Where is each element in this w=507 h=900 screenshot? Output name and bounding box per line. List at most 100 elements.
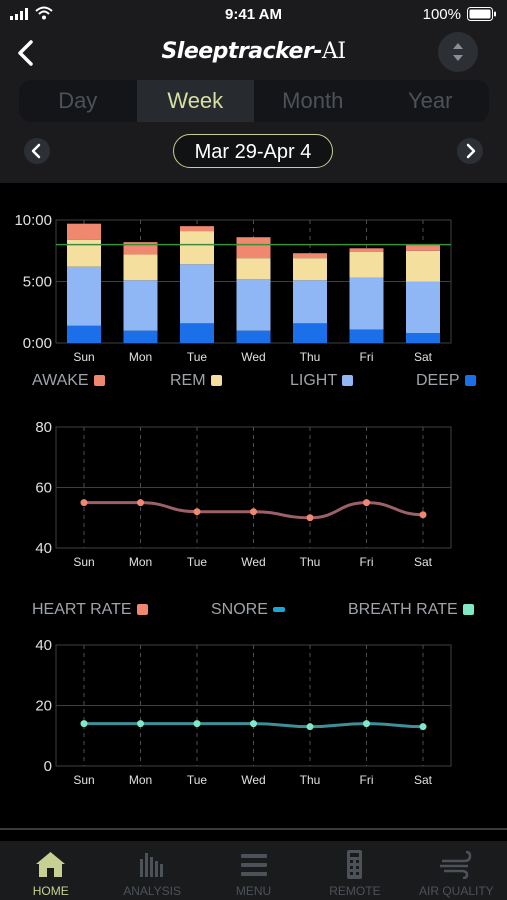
app-title: Sleeptracker-AI (0, 39, 507, 64)
tab-remote-label: REMOTE (329, 884, 381, 898)
tab-menu[interactable]: MENU (203, 841, 304, 900)
heart-rate-point-sun (80, 499, 88, 507)
x-tick-thu: Thu (300, 350, 321, 364)
menu-icon (240, 854, 267, 876)
battery-icon (467, 7, 496, 21)
y-tick-80: 80 (35, 419, 52, 436)
x-tick-sat: Sat (414, 773, 433, 787)
x-tick-mon: Mon (129, 773, 152, 787)
status-bar: 9:41 AM 100% (0, 0, 507, 28)
legend-light-swatch (342, 375, 354, 386)
bar-awake-sat (406, 244, 440, 251)
bar-awake-wed (236, 237, 271, 259)
bar-deep-thu (293, 323, 327, 343)
x-tick-thu: Thu (300, 555, 321, 569)
tab-month[interactable]: Month (282, 88, 344, 113)
sort-toggle-button[interactable] (438, 32, 478, 72)
tab-home[interactable]: HOME (0, 841, 101, 900)
legend-heart-rate-label: HEART RATE (32, 601, 132, 618)
period-segmented-control: Day Week Month Year (19, 80, 489, 122)
heart-rate-point-wed (250, 508, 257, 516)
legend-light-label: LIGHT (290, 372, 338, 389)
x-tick-fri: Fri (360, 773, 374, 787)
battery-percentage: 100% (422, 6, 461, 23)
legend-snore-swatch (272, 607, 285, 612)
previous-week-button[interactable] (24, 138, 50, 164)
y-tick-10-00: 10:00 (14, 212, 52, 229)
x-tick-tue: Tue (187, 555, 208, 569)
legend-heart-rate: HEART RATE (32, 601, 148, 619)
tab-air-quality-label: AIR QUALITY (418, 884, 494, 898)
bar-deep-tue (180, 323, 214, 343)
home-icon (36, 852, 65, 877)
tab-remote[interactable]: REMOTE (304, 841, 405, 900)
tab-air-quality[interactable]: AIR QUALITY (406, 841, 507, 900)
chevron-left-icon (31, 143, 41, 159)
app-title-suffix: AI (321, 39, 346, 64)
bar-rem-wed (236, 258, 271, 280)
wind-icon (439, 850, 471, 879)
breath-rate-point-fri (363, 720, 370, 728)
tab-year[interactable]: Year (408, 88, 453, 113)
bar-awake-fri (349, 248, 384, 252)
legend-deep-label: DEEP (416, 372, 460, 389)
x-tick-sat: Sat (414, 350, 433, 364)
tab-analysis[interactable]: ANALYSIS (101, 841, 202, 900)
x-tick-mon: Mon (129, 555, 152, 569)
legend-rem-label: REM (170, 372, 206, 389)
bar-awake-sun (67, 223, 101, 240)
breath-rate-point-sun (80, 720, 88, 728)
y-tick-40: 40 (35, 540, 52, 557)
back-button[interactable] (12, 38, 42, 68)
x-tick-wed: Wed (241, 555, 265, 569)
bar-awake-thu (293, 253, 327, 259)
next-week-button[interactable] (457, 138, 483, 164)
legend-awake-swatch (93, 375, 105, 386)
chevron-right-icon (466, 143, 476, 159)
legend-awake-label: AWAKE (32, 372, 89, 389)
cellular-signal-icon (10, 8, 28, 20)
legend-snore-label: SNORE (211, 601, 268, 618)
x-tick-fri: Fri (360, 555, 374, 569)
app-title-dash: - (313, 39, 322, 64)
y-tick-40: 40 (35, 637, 52, 654)
tab-menu-label: MENU (235, 884, 272, 898)
heart-rate-point-fri (363, 499, 370, 507)
wifi-icon (35, 6, 53, 20)
tab-day[interactable]: Day (58, 88, 98, 113)
legend-deep: DEEP (416, 372, 476, 390)
legend-rem: REM (170, 372, 222, 390)
bar-light-fri (349, 277, 384, 330)
tab-week[interactable]: Week (136, 80, 254, 122)
legend-awake: AWAKE (32, 372, 105, 390)
x-tick-wed: Wed (241, 773, 265, 787)
bar-light-tue (180, 264, 214, 324)
breath-rate-chart: 0 20 40 Sun Mon Tue Wed Thu Fri Sat (35, 637, 452, 787)
legend-breath-rate: BREATH RATE (348, 601, 474, 619)
x-tick-sun: Sun (73, 773, 94, 787)
sleep-stages-chart: 0:00 5:00 10:00 Sun Mon Tue Wed Thu Fri Sat (14, 212, 452, 364)
bar-light-sun (67, 266, 101, 326)
x-tick-mon: Mon (129, 350, 152, 364)
remote-icon (347, 850, 363, 879)
bar-light-mon (123, 280, 158, 331)
y-tick-0: 0 (44, 758, 52, 775)
tab-analysis-label: ANALYSIS (123, 884, 182, 898)
bar-deep-sat (406, 333, 440, 343)
bar-rem-sun (67, 239, 101, 267)
breath-rate-point-wed (250, 720, 257, 728)
x-tick-fri: Fri (360, 350, 374, 364)
legend-breath-rate-swatch (462, 604, 474, 615)
y-tick-60: 60 (35, 480, 52, 497)
heart-rate-chart: 40 60 80 Sun Mon Tue Wed Thu Fri Sat (35, 419, 452, 569)
bar-awake-tue (180, 226, 214, 232)
legend-light: LIGHT (290, 372, 354, 390)
y-tick-20: 20 (35, 698, 52, 715)
date-range-selector[interactable]: Mar 29-Apr 4 (173, 134, 333, 168)
x-tick-sun: Sun (73, 555, 94, 569)
bar-deep-mon (123, 330, 158, 343)
x-tick-sun: Sun (73, 350, 94, 364)
x-tick-tue: Tue (187, 773, 208, 787)
bar-rem-fri (349, 251, 384, 278)
legend-breath-rate-label: BREATH RATE (348, 601, 458, 618)
